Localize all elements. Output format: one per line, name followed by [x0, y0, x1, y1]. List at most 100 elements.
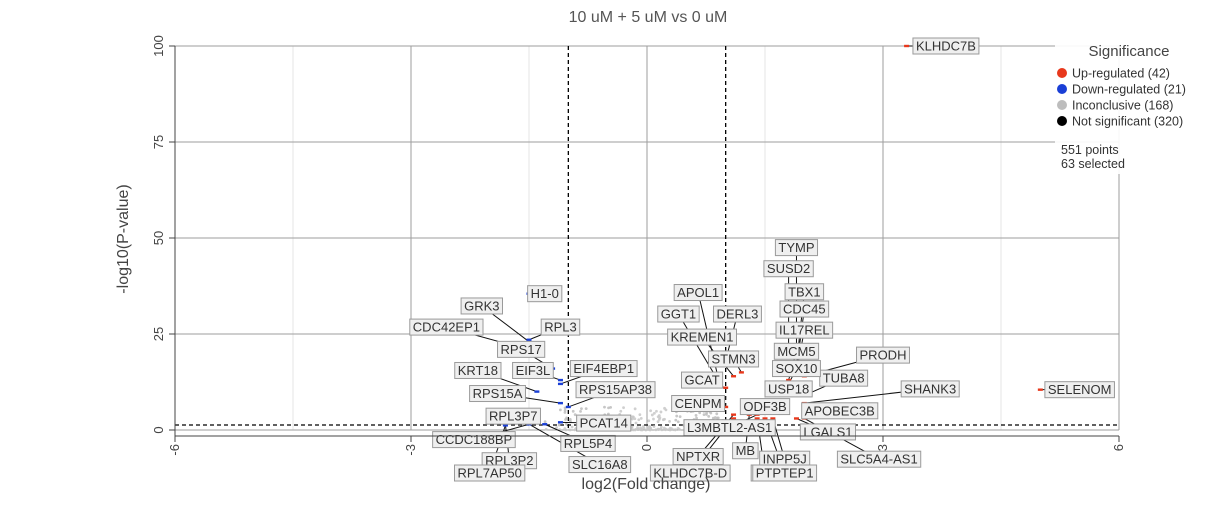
gene-label: STMN3 — [709, 351, 759, 367]
gene-label: RPS17 — [498, 341, 545, 357]
gene-label: RPS15AP38 — [576, 382, 655, 398]
background-point — [572, 410, 575, 413]
gene-label: EIF4EBP1 — [570, 361, 637, 377]
y-axis-title: -log10(P-value) — [115, 184, 132, 293]
gene-label: SHANK3 — [901, 381, 959, 397]
gene-label-text: RPL7AP50 — [458, 466, 522, 481]
y-tick-label: 0 — [151, 426, 166, 433]
gene-label: EIF3L — [513, 362, 554, 378]
gene-label-text: USP18 — [768, 381, 809, 396]
background-point — [707, 415, 710, 418]
background-point — [565, 429, 568, 432]
legend-summary-line: 551 points — [1061, 143, 1119, 157]
data-point — [731, 413, 736, 415]
background-point — [573, 428, 576, 431]
background-point — [571, 426, 574, 429]
gene-label: SOX10 — [773, 361, 821, 377]
background-point — [632, 415, 635, 418]
gene-label: PRODH — [857, 347, 910, 363]
background-point — [669, 427, 672, 430]
data-point — [723, 387, 728, 389]
gene-label: GRK3 — [461, 298, 502, 314]
gene-label-text: KRT18 — [458, 363, 498, 378]
background-point — [655, 410, 658, 413]
gene-label-text: GRK3 — [464, 298, 499, 313]
gene-label-text: LGALS1 — [803, 424, 852, 439]
background-point — [640, 417, 643, 420]
legend-swatch — [1057, 68, 1067, 78]
gene-label: APOBEC3B — [802, 403, 878, 419]
x-tick-label: -6 — [167, 444, 182, 456]
gene-label: GCAT — [681, 372, 722, 388]
background-point — [660, 426, 663, 429]
background-point — [714, 416, 717, 419]
y-tick-label: 25 — [151, 327, 166, 341]
background-point — [579, 410, 582, 413]
legend-entry-label: Not significant (320) — [1072, 115, 1183, 129]
gene-label: PCAT14 — [577, 415, 631, 431]
gene-label-text: RPS15A — [473, 386, 523, 401]
background-point — [705, 413, 708, 416]
background-point — [545, 428, 548, 431]
background-point — [647, 428, 650, 431]
data-point — [558, 402, 563, 404]
background-point — [609, 406, 612, 409]
background-point — [661, 428, 664, 431]
gene-label-text: SOX10 — [776, 361, 818, 376]
gene-label: RPS15A — [470, 386, 526, 402]
data-point — [794, 417, 799, 419]
gene-label: SLC16A8 — [569, 457, 631, 473]
background-point — [637, 418, 640, 421]
gene-label: LGALS1 — [800, 424, 855, 440]
gene-label-text: EIF4EBP1 — [573, 361, 634, 376]
background-point — [678, 428, 681, 431]
background-point — [559, 408, 562, 411]
background-point — [663, 418, 666, 421]
gene-label-text: MCM5 — [777, 344, 815, 359]
data-point — [566, 406, 571, 408]
gene-label-text: EIF3L — [516, 363, 551, 378]
background-point — [677, 420, 680, 423]
legend-summary-line: 63 selected — [1061, 157, 1125, 171]
background-point — [679, 415, 682, 418]
background-point — [637, 428, 640, 431]
gene-labels-layer: KLHDC7BSELENOMTYMPSUSD2TBX1CDC45IL17RELP… — [410, 38, 1115, 481]
gene-label-text: RPL3 — [544, 320, 577, 335]
data-point — [904, 45, 909, 47]
gene-label-text: RPL5P4 — [564, 436, 612, 451]
gene-label-text: STMN3 — [712, 351, 756, 366]
gene-label-text: ODF3B — [743, 399, 786, 414]
legend-entry-label: Inconclusive (168) — [1072, 99, 1173, 113]
gene-label: SUSD2 — [764, 261, 813, 277]
background-point — [703, 413, 706, 416]
background-point — [558, 424, 561, 427]
gene-label-text: APOBEC3B — [805, 403, 875, 418]
gene-label: IL17REL — [776, 322, 833, 338]
gene-label: CDC42EP1 — [410, 319, 483, 335]
background-point — [555, 426, 558, 429]
data-point — [558, 383, 563, 385]
gene-label-text: SLC5A4-AS1 — [840, 452, 917, 467]
y-tick-label: 100 — [151, 35, 166, 57]
gene-label-text: CCDC188BP — [436, 432, 513, 447]
legend-swatch — [1057, 116, 1067, 126]
background-point — [660, 411, 663, 414]
gene-label-text: RPS15AP38 — [579, 382, 652, 397]
data-point — [527, 339, 532, 341]
legend-title: Significance — [1089, 43, 1170, 60]
gene-label: DERL3 — [714, 306, 762, 322]
gene-label-text: H1-0 — [531, 286, 559, 301]
gene-label: ODF3B — [740, 399, 789, 415]
background-point — [715, 412, 718, 415]
background-point — [695, 414, 698, 417]
x-tick-label: 0 — [639, 444, 654, 451]
x-tick-label: 6 — [1111, 444, 1126, 451]
background-point — [651, 414, 654, 417]
gene-label-text: MB — [736, 443, 756, 458]
background-point — [675, 415, 678, 418]
gene-label: MB — [733, 443, 759, 459]
gene-label-text: APOL1 — [677, 285, 719, 300]
data-point — [558, 379, 563, 381]
background-point — [619, 410, 622, 413]
